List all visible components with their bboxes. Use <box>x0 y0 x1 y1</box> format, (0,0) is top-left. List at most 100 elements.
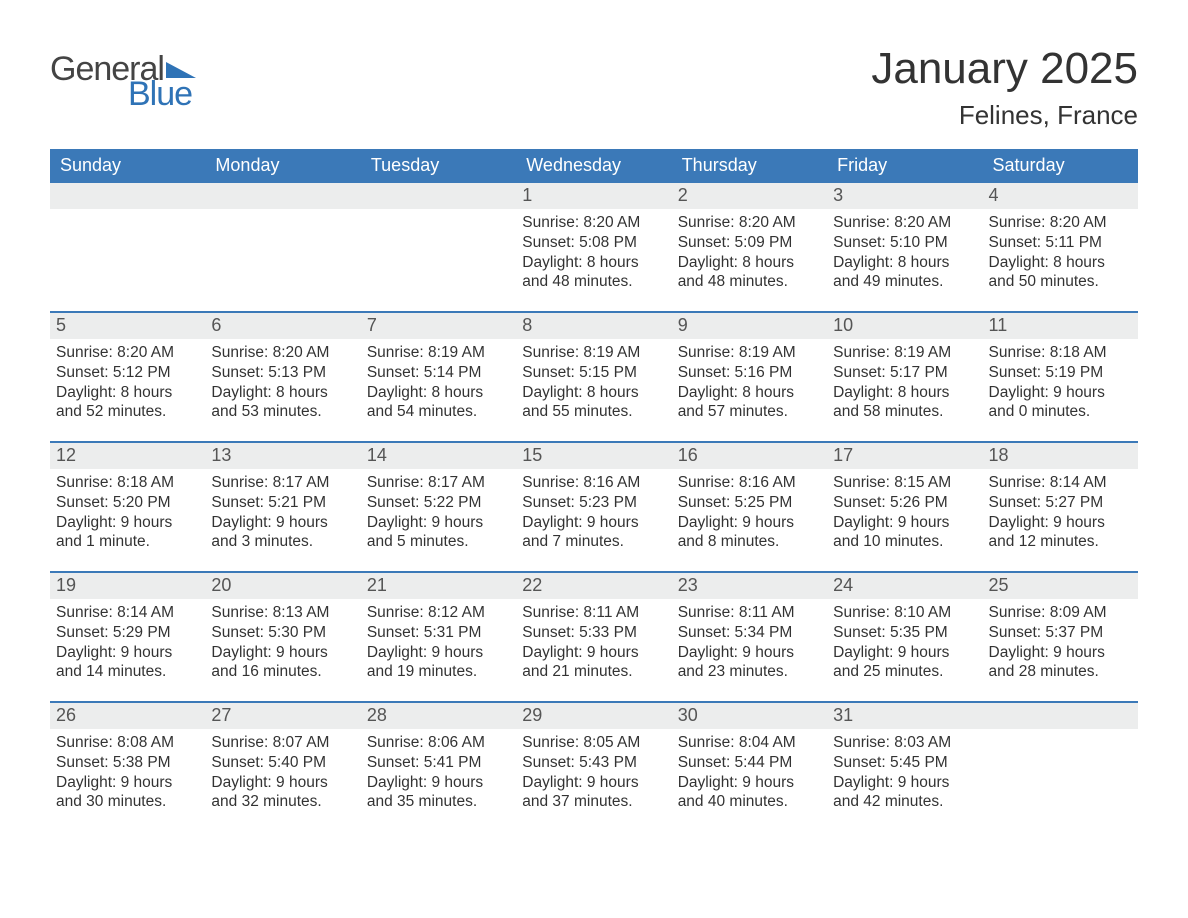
sunrise-line: Sunrise: 8:20 AM <box>833 213 976 233</box>
day-cell: 13Sunrise: 8:17 AMSunset: 5:21 PMDayligh… <box>205 443 360 571</box>
sunrise-line: Sunrise: 8:12 AM <box>367 603 510 623</box>
day-number: 5 <box>50 313 205 339</box>
daylight-line-1: Daylight: 9 hours <box>367 773 510 793</box>
day-number: 4 <box>983 183 1138 209</box>
daylight-line-2: and 8 minutes. <box>678 532 821 552</box>
daylight-line-1: Daylight: 9 hours <box>211 643 354 663</box>
day-cell: 3Sunrise: 8:20 AMSunset: 5:10 PMDaylight… <box>827 183 982 311</box>
day-cell: 14Sunrise: 8:17 AMSunset: 5:22 PMDayligh… <box>361 443 516 571</box>
daylight-line-1: Daylight: 9 hours <box>989 513 1132 533</box>
day-cell: 18Sunrise: 8:14 AMSunset: 5:27 PMDayligh… <box>983 443 1138 571</box>
day-cell: 12Sunrise: 8:18 AMSunset: 5:20 PMDayligh… <box>50 443 205 571</box>
sunset-line: Sunset: 5:17 PM <box>833 363 976 383</box>
day-number: 17 <box>827 443 982 469</box>
day-details: Sunrise: 8:10 AMSunset: 5:35 PMDaylight:… <box>827 599 982 686</box>
daylight-line-1: Daylight: 9 hours <box>367 513 510 533</box>
daylight-line-2: and 14 minutes. <box>56 662 199 682</box>
day-number: 23 <box>672 573 827 599</box>
day-number: 21 <box>361 573 516 599</box>
week-row: 1Sunrise: 8:20 AMSunset: 5:08 PMDaylight… <box>50 183 1138 311</box>
daylight-line-1: Daylight: 9 hours <box>678 513 821 533</box>
daylight-line-1: Daylight: 8 hours <box>211 383 354 403</box>
day-details: Sunrise: 8:08 AMSunset: 5:38 PMDaylight:… <box>50 729 205 816</box>
dow-thursday: Thursday <box>672 149 827 183</box>
day-cell <box>983 703 1138 831</box>
daylight-line-1: Daylight: 9 hours <box>989 643 1132 663</box>
daylight-line-2: and 48 minutes. <box>522 272 665 292</box>
daylight-line-2: and 40 minutes. <box>678 792 821 812</box>
day-number: 10 <box>827 313 982 339</box>
day-cell: 23Sunrise: 8:11 AMSunset: 5:34 PMDayligh… <box>672 573 827 701</box>
daylight-line-2: and 53 minutes. <box>211 402 354 422</box>
day-number: 1 <box>516 183 671 209</box>
day-details: Sunrise: 8:18 AMSunset: 5:19 PMDaylight:… <box>983 339 1138 426</box>
day-details: Sunrise: 8:19 AMSunset: 5:17 PMDaylight:… <box>827 339 982 426</box>
daylight-line-2: and 42 minutes. <box>833 792 976 812</box>
daylight-line-2: and 0 minutes. <box>989 402 1132 422</box>
dow-wednesday: Wednesday <box>516 149 671 183</box>
day-number: 6 <box>205 313 360 339</box>
sunset-line: Sunset: 5:45 PM <box>833 753 976 773</box>
sunset-line: Sunset: 5:33 PM <box>522 623 665 643</box>
day-details: Sunrise: 8:04 AMSunset: 5:44 PMDaylight:… <box>672 729 827 816</box>
day-number: 30 <box>672 703 827 729</box>
day-number: 11 <box>983 313 1138 339</box>
calendar-grid: Sunday Monday Tuesday Wednesday Thursday… <box>50 149 1138 831</box>
day-number: 28 <box>361 703 516 729</box>
day-number: 9 <box>672 313 827 339</box>
sunrise-line: Sunrise: 8:06 AM <box>367 733 510 753</box>
day-cell: 30Sunrise: 8:04 AMSunset: 5:44 PMDayligh… <box>672 703 827 831</box>
daylight-line-2: and 48 minutes. <box>678 272 821 292</box>
dow-monday: Monday <box>205 149 360 183</box>
sunset-line: Sunset: 5:38 PM <box>56 753 199 773</box>
day-details: Sunrise: 8:06 AMSunset: 5:41 PMDaylight:… <box>361 729 516 816</box>
day-number: 3 <box>827 183 982 209</box>
sunrise-line: Sunrise: 8:20 AM <box>56 343 199 363</box>
sunset-line: Sunset: 5:20 PM <box>56 493 199 513</box>
daylight-line-2: and 50 minutes. <box>989 272 1132 292</box>
sunset-line: Sunset: 5:14 PM <box>367 363 510 383</box>
daylight-line-1: Daylight: 9 hours <box>522 773 665 793</box>
day-number: 27 <box>205 703 360 729</box>
daylight-line-2: and 1 minute. <box>56 532 199 552</box>
day-cell: 11Sunrise: 8:18 AMSunset: 5:19 PMDayligh… <box>983 313 1138 441</box>
sunrise-line: Sunrise: 8:05 AM <box>522 733 665 753</box>
day-details: Sunrise: 8:19 AMSunset: 5:14 PMDaylight:… <box>361 339 516 426</box>
daylight-line-1: Daylight: 8 hours <box>56 383 199 403</box>
day-cell: 5Sunrise: 8:20 AMSunset: 5:12 PMDaylight… <box>50 313 205 441</box>
sunrise-line: Sunrise: 8:09 AM <box>989 603 1132 623</box>
day-cell: 15Sunrise: 8:16 AMSunset: 5:23 PMDayligh… <box>516 443 671 571</box>
sunrise-line: Sunrise: 8:11 AM <box>678 603 821 623</box>
daylight-line-1: Daylight: 9 hours <box>678 773 821 793</box>
week-row: 19Sunrise: 8:14 AMSunset: 5:29 PMDayligh… <box>50 571 1138 701</box>
header: General Blue January 2025 Felines, Franc… <box>50 30 1138 141</box>
day-number: 19 <box>50 573 205 599</box>
daylight-line-1: Daylight: 8 hours <box>989 253 1132 273</box>
day-cell <box>361 183 516 311</box>
daylight-line-2: and 30 minutes. <box>56 792 199 812</box>
weeks-container: 1Sunrise: 8:20 AMSunset: 5:08 PMDaylight… <box>50 183 1138 831</box>
day-number: 31 <box>827 703 982 729</box>
day-details: Sunrise: 8:20 AMSunset: 5:11 PMDaylight:… <box>983 209 1138 296</box>
dow-saturday: Saturday <box>983 149 1138 183</box>
day-number: 18 <box>983 443 1138 469</box>
day-cell: 21Sunrise: 8:12 AMSunset: 5:31 PMDayligh… <box>361 573 516 701</box>
sunrise-line: Sunrise: 8:20 AM <box>989 213 1132 233</box>
sunset-line: Sunset: 5:09 PM <box>678 233 821 253</box>
sunrise-line: Sunrise: 8:14 AM <box>56 603 199 623</box>
sunset-line: Sunset: 5:41 PM <box>367 753 510 773</box>
day-details: Sunrise: 8:20 AMSunset: 5:12 PMDaylight:… <box>50 339 205 426</box>
day-cell: 20Sunrise: 8:13 AMSunset: 5:30 PMDayligh… <box>205 573 360 701</box>
page-title: January 2025 <box>871 44 1138 94</box>
daylight-line-2: and 57 minutes. <box>678 402 821 422</box>
sunset-line: Sunset: 5:31 PM <box>367 623 510 643</box>
day-details: Sunrise: 8:09 AMSunset: 5:37 PMDaylight:… <box>983 599 1138 686</box>
day-details: Sunrise: 8:19 AMSunset: 5:16 PMDaylight:… <box>672 339 827 426</box>
sunrise-line: Sunrise: 8:20 AM <box>211 343 354 363</box>
daylight-line-1: Daylight: 9 hours <box>56 773 199 793</box>
day-details: Sunrise: 8:20 AMSunset: 5:13 PMDaylight:… <box>205 339 360 426</box>
sunrise-line: Sunrise: 8:14 AM <box>989 473 1132 493</box>
logo-word-blue: Blue <box>128 75 196 114</box>
daylight-line-1: Daylight: 8 hours <box>678 383 821 403</box>
location-subtitle: Felines, France <box>871 100 1138 131</box>
